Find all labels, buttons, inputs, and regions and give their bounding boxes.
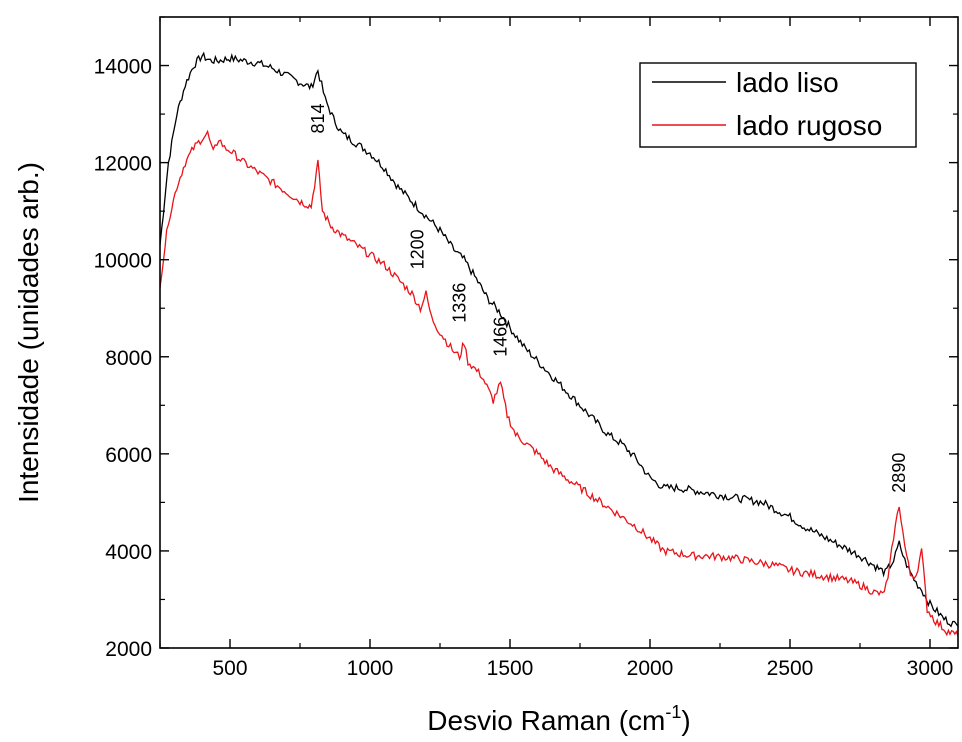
x-tick-label: 500 xyxy=(212,657,247,680)
x-axis-label: Desvio Raman (cm-1) xyxy=(427,702,690,736)
x-tick-label: 3000 xyxy=(907,657,954,680)
y-tick-label: 10000 xyxy=(94,250,152,273)
peak-label: 1466 xyxy=(491,317,511,357)
x-axis-label-superscript: -1 xyxy=(665,702,681,722)
peak-label: 2890 xyxy=(889,453,909,493)
peak-annotations: 814 1200 1336 1466 2890 xyxy=(308,103,909,492)
x-axis-label-end: ) xyxy=(681,705,690,736)
x-tick-label: 1500 xyxy=(487,657,534,680)
legend-box xyxy=(639,62,917,148)
legend: lado liso lado rugoso xyxy=(639,62,917,148)
axis-ticks: 500 1000 1500 2000 2500 3000 2000 4000 6000 8000 1… xyxy=(94,16,958,680)
peak-label: 1336 xyxy=(450,283,470,323)
legend-label-lado-rugoso: lado rugoso xyxy=(736,110,882,141)
y-tick-label: 4000 xyxy=(105,541,152,564)
y-tick-label: 8000 xyxy=(105,347,152,370)
series-line-lado-rugoso xyxy=(160,129,958,637)
series-line-lado-liso xyxy=(160,51,958,628)
x-axis-label-main: Desvio Raman (cm xyxy=(427,705,665,736)
legend-label-lado-liso: lado liso xyxy=(736,67,839,98)
x-tick-label: 2000 xyxy=(627,657,674,680)
y-tick-label: 2000 xyxy=(105,638,152,661)
y-tick-label: 12000 xyxy=(94,153,152,176)
y-tick-label: 6000 xyxy=(105,444,152,467)
peak-label: 1200 xyxy=(408,229,428,269)
plot-frame xyxy=(159,16,959,649)
y-axis-label: Intensidade (unidades arb.) xyxy=(13,162,44,503)
x-tick-label: 1000 xyxy=(347,657,394,680)
peak-label: 814 xyxy=(308,103,328,133)
x-tick-label: 2500 xyxy=(767,657,814,680)
series-layer xyxy=(160,51,958,637)
y-tick-label: 14000 xyxy=(94,56,152,79)
